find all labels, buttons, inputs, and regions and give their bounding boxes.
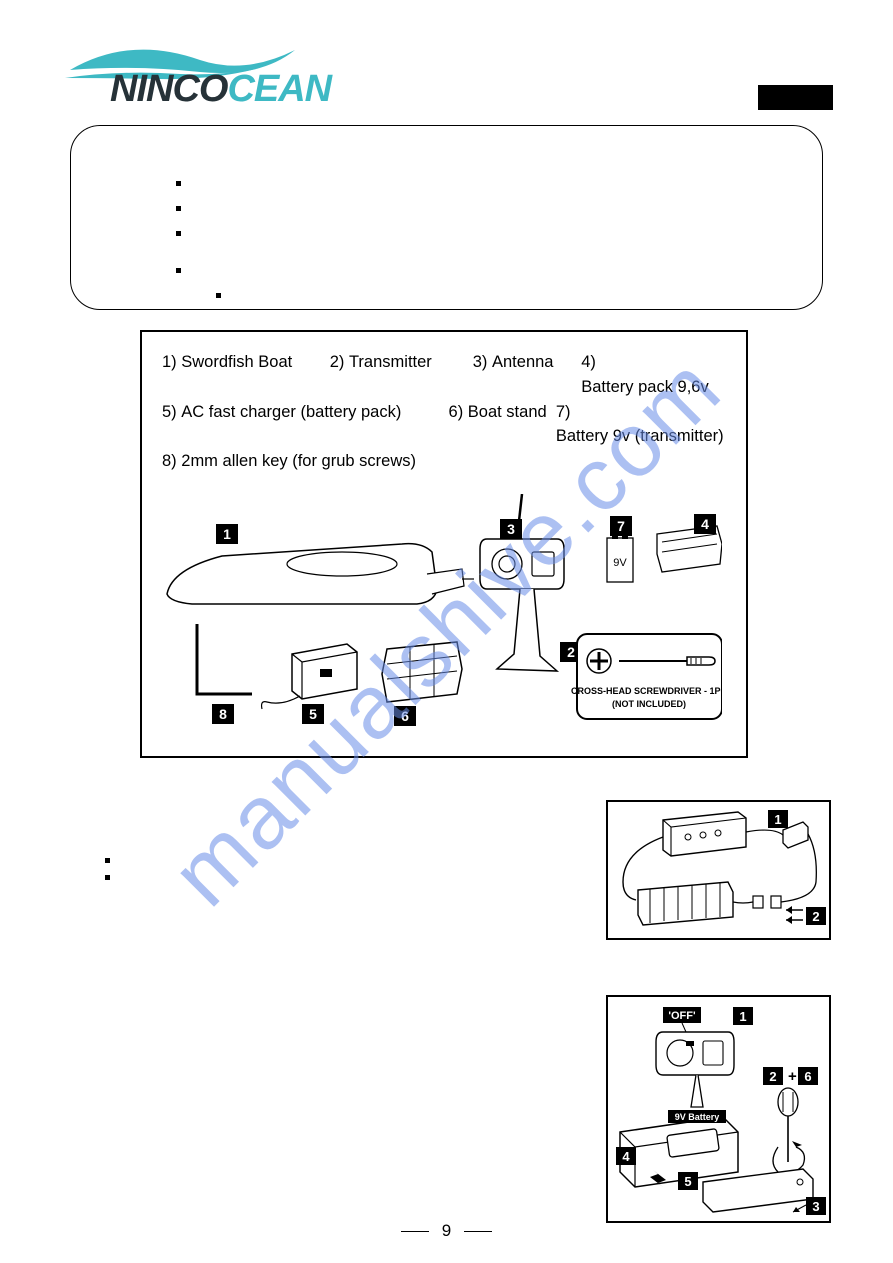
battery-9v-icon: 9V	[607, 534, 633, 582]
boat-icon	[167, 543, 474, 603]
parts-legend: 1) Swordfish Boat 2) Transmitter 3) Ante…	[162, 350, 726, 474]
charging-figure: 1	[606, 800, 831, 940]
legend-item: 4) Battery pack 9,6v	[581, 350, 726, 400]
manual-page: NINCOCEAN 1) Swordfish Boat 2) Transmitt…	[0, 0, 893, 1263]
svg-text:+: +	[788, 1068, 797, 1085]
legend-item: 5) AC fast charger (battery pack)	[162, 400, 449, 450]
legend-item: 3) Antenna	[473, 350, 582, 400]
svg-text:2: 2	[567, 644, 575, 660]
svg-text:3: 3	[507, 521, 515, 537]
page-number: 9	[0, 1221, 893, 1241]
legend-item: 7) Battery 9v (transmitter)	[556, 400, 726, 450]
legend-item: 8) 2mm allen key (for grub screws)	[162, 449, 416, 474]
charger-icon	[262, 644, 357, 709]
brand-name-a: NINCO	[110, 68, 227, 110]
svg-text:9V: 9V	[613, 557, 627, 569]
list-item	[176, 221, 782, 246]
svg-text:3: 3	[812, 1199, 819, 1214]
svg-text:2: 2	[812, 909, 819, 924]
list-item	[176, 196, 782, 221]
svg-text:4: 4	[701, 516, 709, 532]
svg-text:4: 4	[622, 1149, 630, 1164]
svg-text:1: 1	[774, 812, 781, 827]
list-item	[176, 258, 782, 283]
parts-diagram-box: 1) Swordfish Boat 2) Transmitter 3) Ante…	[140, 330, 748, 758]
allen-key-icon	[197, 624, 252, 694]
brand-logo: NINCOCEAN	[60, 30, 833, 115]
brand-text: NINCOCEAN	[110, 68, 331, 111]
tool-label-2: (NOT INCLUDED)	[612, 699, 686, 709]
side-bullets	[105, 858, 110, 892]
charge-svg: 1	[608, 802, 829, 938]
parts-svg: 1 3 2 9V	[162, 494, 722, 746]
svg-text:6: 6	[401, 708, 409, 724]
svg-text:9V Battery: 9V Battery	[675, 1112, 720, 1122]
tx-top-icon	[656, 1032, 734, 1107]
tool-required-box: CROSS-HEAD SCREWDRIVER - 1PC (NOT INCLUD…	[571, 634, 722, 719]
warnings-list	[176, 171, 782, 308]
svg-text:8: 8	[219, 706, 227, 722]
svg-text:6: 6	[804, 1069, 811, 1084]
transmitter-battery-figure: 'OFF' 1 2 + 6	[606, 995, 831, 1223]
svg-text:1: 1	[223, 526, 231, 542]
warnings-box	[70, 125, 823, 310]
list-item	[176, 171, 782, 196]
screwdriver-icon	[773, 1088, 804, 1173]
svg-text:2: 2	[769, 1069, 776, 1084]
tx-svg: 'OFF' 1 2 + 6	[608, 997, 829, 1221]
parts-illustration: 1 3 2 9V	[162, 494, 726, 746]
svg-text:5: 5	[309, 706, 317, 722]
list-item	[216, 283, 782, 308]
tool-label-1: CROSS-HEAD SCREWDRIVER - 1PC	[571, 686, 722, 696]
svg-text:7: 7	[617, 518, 625, 534]
language-tab	[758, 85, 833, 110]
brand-name-b: CEAN	[227, 68, 331, 110]
svg-text:'OFF': 'OFF'	[668, 1010, 696, 1022]
svg-text:1: 1	[739, 1009, 746, 1024]
legend-item: 1) Swordfish Boat	[162, 350, 330, 400]
legend-item: 2) Transmitter	[330, 350, 473, 400]
svg-text:5: 5	[684, 1174, 691, 1189]
stand-icon	[382, 642, 462, 702]
legend-item: 6) Boat stand	[449, 400, 556, 450]
